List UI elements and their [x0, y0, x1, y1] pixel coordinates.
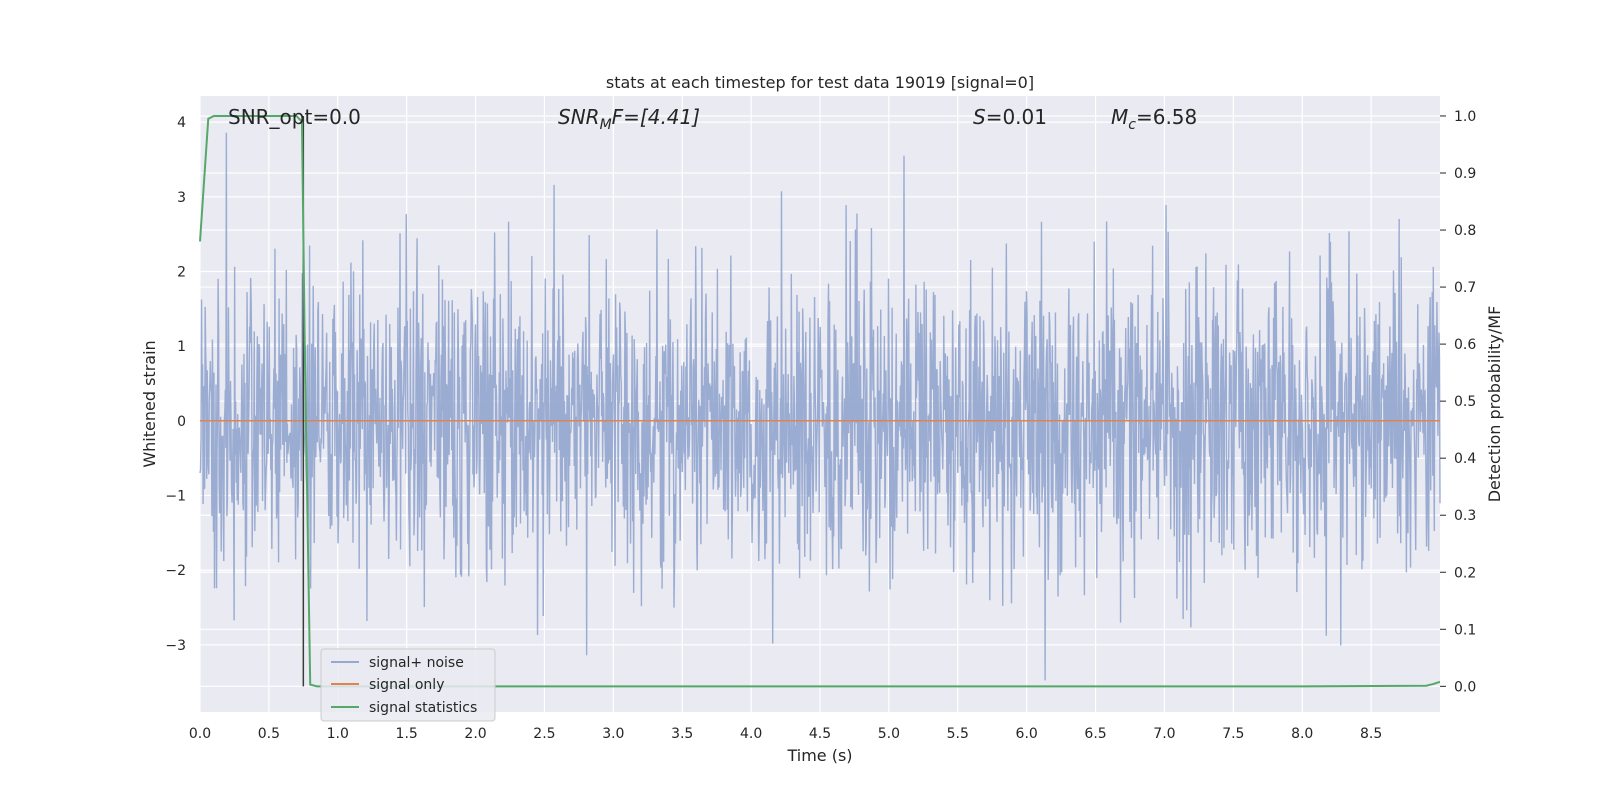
y-tick-label: 2: [177, 264, 186, 280]
y-axis-label: Whitened strain: [140, 340, 159, 467]
x-tick-label: 6.0: [1016, 726, 1038, 742]
x-tick-label: 8.0: [1291, 726, 1313, 742]
x-tick-label: 6.5: [1084, 726, 1106, 742]
x-tick-label: 1.5: [396, 726, 418, 742]
signal-statistics-line: [199, 114, 1441, 688]
x-tick-label: 8.5: [1360, 726, 1382, 742]
x-tick-label: 5.5: [947, 726, 969, 742]
y-tick-label: 3: [177, 190, 186, 206]
signal-statistics-series: [199, 114, 1441, 688]
x-tick-label: 5.0: [878, 726, 900, 742]
legend-label-statistics: signal statistics: [369, 700, 477, 716]
x-tick-label: 7.5: [1222, 726, 1244, 742]
x-tick-label: 4.5: [809, 726, 831, 742]
legend: signal+ noise signal only signal statist…: [320, 648, 496, 722]
noise-trace: [199, 132, 1441, 681]
y-tick-label: 1: [177, 339, 186, 355]
annotation-snr-mf: SNRMF=[4.41]: [558, 105, 700, 133]
x-tick-label: 2.0: [464, 726, 486, 742]
y2-tick-label: 1.0: [1454, 109, 1476, 125]
y2-tick-label: 0.7: [1454, 280, 1476, 296]
x-tick-label: 1.0: [327, 726, 349, 742]
chart-title: stats at each timestep for test data 190…: [606, 73, 1034, 92]
x-axis-ticks: 0.0 0.5 1.0 1.5 2.0 2.5 3.0 3.5 4.0 4.5 5.0 5.5 6.0 6…: [189, 726, 1382, 742]
x-tick-label: 0.5: [258, 726, 280, 742]
x-tick-label: 3.0: [602, 726, 624, 742]
annotation-s: S=0.01: [973, 105, 1047, 129]
y-tick-label: 0: [177, 414, 186, 430]
y2-axis-label: Detection probability/MF: [1485, 306, 1504, 503]
y2-axis-ticks: 1.0 0.9 0.8 0.7 0.6 0.5 0.4 0.3 0.2 0.1 0.0: [1440, 109, 1476, 695]
y2-tick-label: 0.8: [1454, 223, 1476, 239]
x-tick-label: 0.0: [189, 726, 211, 742]
legend-label-noise: signal+ noise: [369, 655, 464, 671]
noise-series: [199, 132, 1441, 681]
y2-tick-label: 0.0: [1454, 679, 1476, 695]
x-axis-label: Time (s): [786, 746, 852, 765]
x-tick-label: 3.5: [671, 726, 693, 742]
y2-tick-label: 0.6: [1454, 337, 1476, 353]
y-tick-label: −2: [165, 563, 186, 579]
y2-tick-label: 0.5: [1454, 394, 1476, 410]
y-tick-label: −1: [165, 488, 186, 504]
y2-tick-label: 0.9: [1454, 166, 1476, 182]
y2-tick-label: 0.2: [1454, 565, 1476, 581]
y-tick-label: −3: [165, 638, 186, 654]
legend-label-signal-only: signal only: [369, 677, 444, 693]
x-tick-label: 7.0: [1153, 726, 1175, 742]
y-axis-ticks: 4 3 2 1 0 −1 −2 −3: [165, 115, 186, 654]
annotation-mc: Mc=6.58: [1111, 105, 1197, 133]
y-tick-label: 4: [177, 115, 186, 131]
x-tick-label: 4.0: [740, 726, 762, 742]
annotation-snr-opt: SNR_opt=0.0: [228, 105, 361, 129]
y2-tick-label: 0.3: [1454, 508, 1476, 524]
x-tick-label: 2.5: [533, 726, 555, 742]
y2-tick-label: 0.4: [1454, 451, 1476, 467]
y2-tick-label: 0.1: [1454, 622, 1476, 638]
legend-box: [320, 648, 496, 722]
